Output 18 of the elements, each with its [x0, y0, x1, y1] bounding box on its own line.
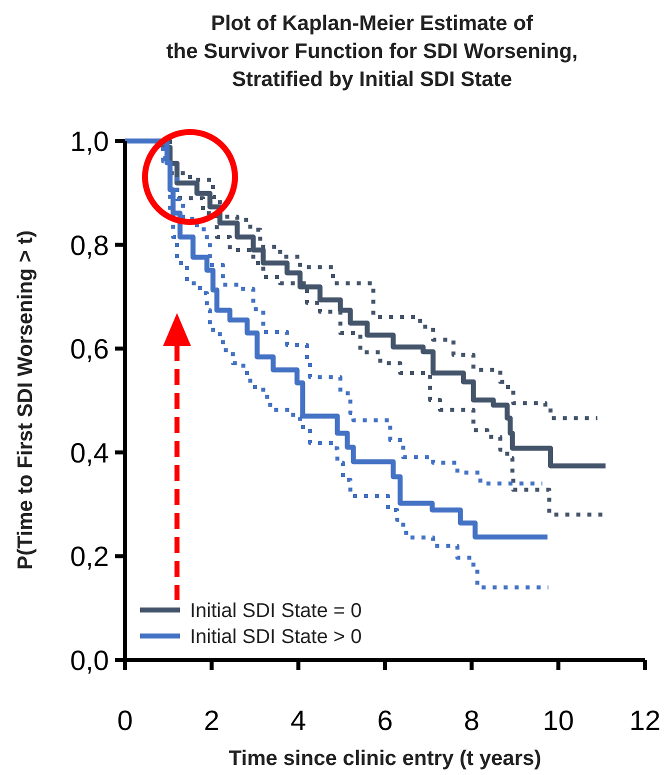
x-tick-label: 6 — [377, 705, 393, 736]
legend-label: Initial SDI State > 0 — [190, 626, 362, 648]
y-tick-label: 0,2 — [70, 541, 109, 572]
x-tick-label: 4 — [290, 705, 306, 736]
legend-label: Initial SDI State = 0 — [190, 600, 362, 622]
x-axis-title: Time since clinic entry (t years) — [228, 747, 542, 770]
y-tick-label: 0,4 — [70, 437, 109, 468]
y-tick-label: 0,8 — [70, 230, 109, 261]
y-axis-title: P(Time to First SDI Worsening > t) — [14, 230, 37, 570]
chart-title: Plot of Kaplan-Meier Estimate of the Survivor Function for SDI Worsening, Stratified by Initial SDI State — [166, 12, 578, 91]
x-tick-label: 2 — [204, 705, 220, 736]
y-tick-label: 1,0 — [70, 126, 109, 157]
x-tick-label: 12 — [629, 705, 661, 736]
y-tick-label: 0,6 — [70, 334, 109, 365]
x-tick-label: 10 — [542, 705, 574, 736]
x-tick-label: 0 — [117, 705, 133, 736]
x-tick-label: 8 — [464, 705, 480, 736]
y-tick-label: 0,0 — [70, 645, 109, 676]
